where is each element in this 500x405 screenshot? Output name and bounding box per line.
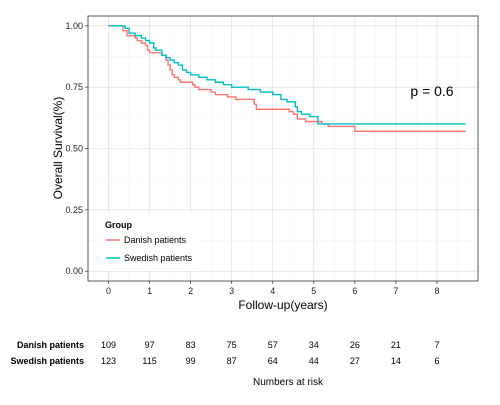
legend-label-swedish: Swedish patients [124,253,193,263]
risk-cell: 83 [186,340,196,350]
risk-label-swedish: Swedish patients [10,356,84,366]
risk-cell: 26 [350,340,360,350]
series-line-danish-patients [108,25,466,133]
risk-label-danish: Danish patients [17,340,84,350]
risk-cell: 99 [186,356,196,366]
risk-cell: 123 [101,356,116,366]
risk-table: Danish patients Swedish patients 109 97 83… [10,340,439,388]
legend: Group Danish patients Swedish patients [100,213,200,271]
series-lines [108,25,466,133]
risk-cell: 109 [101,340,116,350]
risk-cell: 115 [142,356,156,366]
legend-label-danish: Danish patients [124,235,187,245]
risk-cells: 109 97 83 75 57 34 26 21 7 123 115 99 87 64 44 27 14 6 [101,340,439,366]
risk-cell: 34 [309,340,319,350]
risk-table-title: Numbers at risk [253,377,324,388]
x-tick-label: 2 [188,286,193,296]
y-tick-label: 0.00 [65,266,83,276]
y-tick-label: 0.25 [65,205,83,215]
y-axis-ticks: 0.00 0.25 0.50 0.75 1.00 [65,21,88,276]
risk-cell: 6 [434,356,439,366]
risk-cell: 27 [350,356,360,366]
x-tick-label: 6 [352,286,357,296]
risk-cell: 14 [391,356,401,366]
y-axis-title: Overall Survival(%) [51,97,65,200]
risk-cell: 7 [434,340,439,350]
x-tick-label: 4 [270,286,275,296]
risk-cell: 87 [227,356,237,366]
grid [88,16,478,281]
p-value-annotation: p = 0.6 [410,83,453,99]
x-tick-label: 0 [106,286,111,296]
risk-cell: 21 [391,340,401,350]
y-tick-label: 0.50 [65,144,83,154]
x-tick-label: 3 [229,286,234,296]
x-tick-label: 7 [393,286,398,296]
risk-cell: 97 [145,340,155,350]
x-axis-ticks: 0 1 2 3 4 5 6 7 8 [106,281,439,296]
x-tick-label: 1 [147,286,152,296]
x-axis-title: Follow-up(years) [238,298,327,312]
series-line-swedish-patients [108,25,466,125]
risk-cell: 75 [227,340,237,350]
legend-title: Group [105,220,132,230]
y-tick-label: 0.75 [65,82,83,92]
legend-box [100,213,200,271]
x-tick-label: 5 [311,286,316,296]
risk-cell: 57 [268,340,278,350]
risk-cell: 44 [309,356,319,366]
x-tick-label: 8 [434,286,439,296]
y-tick-label: 1.00 [65,21,83,31]
risk-cell: 64 [268,356,278,366]
